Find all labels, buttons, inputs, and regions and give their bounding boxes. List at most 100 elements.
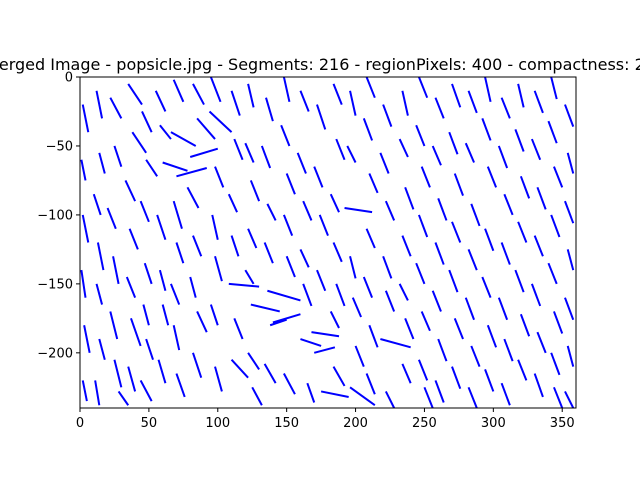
segment-line [335,138,346,161]
segment-line [379,152,390,174]
segment-line [329,311,340,329]
segment-line [384,290,396,312]
segment-line [365,373,376,395]
segment-line [380,338,411,349]
segment-line [98,338,106,360]
y-tick-label: 0 [65,71,73,86]
segment-line [81,214,90,243]
segment-line [346,145,357,163]
segment-line [332,366,346,387]
segment-line [335,283,346,307]
segment-line [470,345,481,367]
segment-line [214,366,223,392]
segment-line [497,297,509,321]
x-tick-label: 50 [141,416,158,431]
segment-line [263,242,274,264]
segment-line [313,166,324,188]
segment-line [497,145,509,169]
segment-line [139,200,150,223]
segment-line [306,382,316,403]
segment-line [368,173,379,194]
segment-line [451,83,462,108]
segment-line [316,104,327,130]
segment-line [130,318,142,347]
segment-line [211,214,219,240]
segment-line [214,166,225,188]
y-tick-label: −200 [37,346,73,361]
segment-line [159,124,172,140]
segment-line [564,104,575,128]
segment-line [401,235,412,257]
segment-line [244,269,255,285]
segment-line [437,198,448,221]
segment-line [189,276,197,298]
segment-line [519,313,531,337]
segment-line [437,338,448,362]
segment-line [285,255,296,278]
segment-line [550,352,561,376]
segment-line [214,256,223,282]
segment-line [154,90,167,112]
segment-line [233,317,244,340]
segment-line [533,373,544,398]
segment-line [365,77,376,99]
segment-line [95,90,104,119]
segment-line [311,331,340,338]
segment-line [349,90,357,116]
segment-line [349,256,357,279]
segment-line [566,249,575,271]
segment-line [209,77,222,103]
segment-line [384,200,396,221]
segment-line [267,289,301,302]
segment-line [228,282,260,288]
segment-line [401,90,409,116]
plot-frame [79,76,577,409]
segment-line [233,138,244,161]
segment-line [530,138,542,161]
segment-line [316,269,327,292]
segment-line [192,352,203,378]
segment-line [265,97,274,122]
segment-line [127,366,137,392]
segment-line [566,345,575,367]
segment-line [175,373,186,398]
segment-line [332,242,343,263]
segment-line [109,311,119,340]
segment-line [434,97,445,119]
chart-title: Merged Image - popsicle.jpg - Segments: … [0,55,640,74]
segment-line [162,161,188,172]
segment-line [365,228,376,249]
segment-line [227,193,238,213]
segment-line [362,118,374,141]
segment-line [404,317,415,340]
segment-line [519,175,531,199]
segment-line [313,346,336,354]
segment-line [550,214,561,238]
segment-line [398,138,409,158]
segment-line [127,83,143,106]
segment-line [503,193,514,216]
segment-line [230,90,241,116]
segment-line [517,221,528,243]
y-axis: 0 −50 −100 −150 −200 [37,71,80,361]
segment-line [260,145,272,169]
segment-line [398,283,409,301]
segment-line [550,77,558,100]
segment-line [283,373,296,395]
segment-line [533,235,544,257]
segment-line [517,83,525,108]
segment-line [158,269,167,292]
x-tick-label: 200 [343,416,368,431]
segment-line [161,304,170,326]
segment-line [481,276,492,299]
segment-line [249,180,261,202]
segment-line [481,118,492,141]
segment-line [451,221,462,243]
segment-line [517,359,528,381]
segment-line [113,145,123,167]
segment-line [415,124,426,147]
segment-line [302,200,313,221]
segment-line [189,147,219,158]
segment-line [486,324,498,348]
